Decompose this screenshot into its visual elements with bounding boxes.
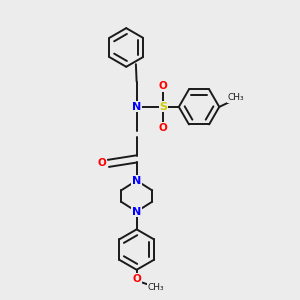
- Text: CH₃: CH₃: [147, 283, 164, 292]
- Text: N: N: [132, 207, 141, 217]
- Text: O: O: [159, 123, 168, 133]
- Text: N: N: [132, 176, 141, 185]
- Text: O: O: [159, 81, 168, 91]
- Text: S: S: [159, 102, 167, 112]
- Text: CH₃: CH₃: [228, 94, 244, 103]
- Text: O: O: [132, 274, 141, 284]
- Text: O: O: [98, 158, 106, 168]
- Text: N: N: [132, 102, 141, 112]
